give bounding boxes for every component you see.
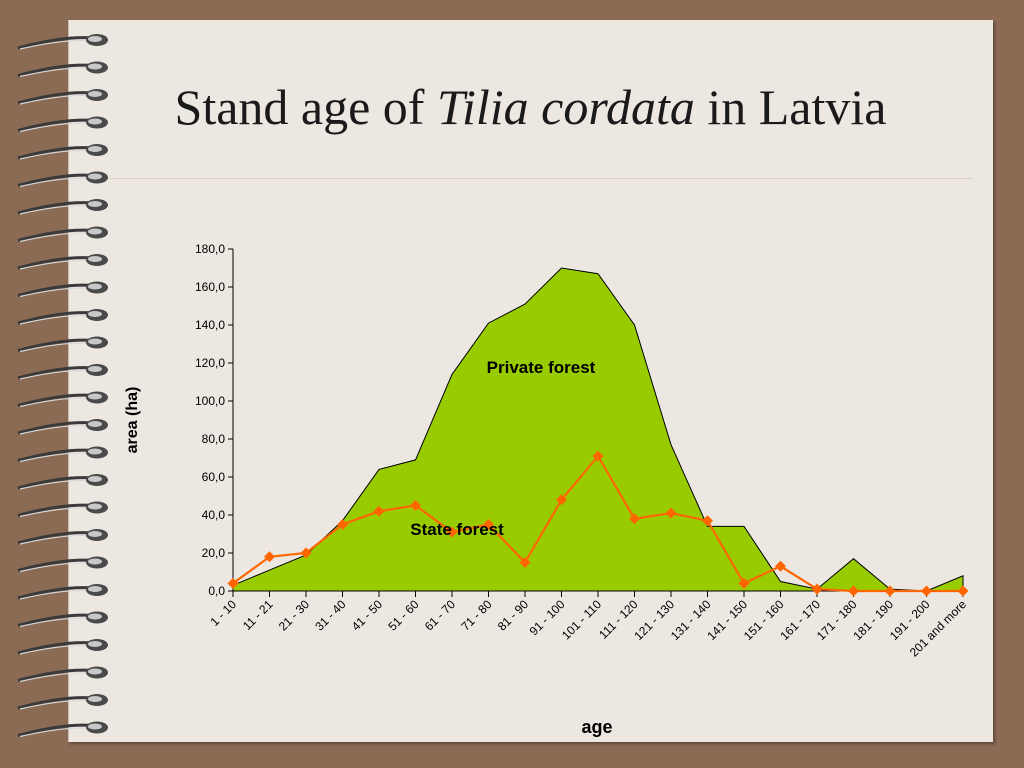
x-tick-label: 11 - 21 — [240, 597, 276, 633]
state-forest-point — [227, 577, 239, 589]
series — [227, 267, 969, 597]
y-tick-label: 140,0 — [195, 318, 225, 332]
x-tick-label: 1 - 10 — [208, 597, 240, 629]
slide-paper: Stand age of Tilia cordata in Latvia — [68, 20, 993, 742]
series-label-state-forest: State forest — [410, 520, 504, 539]
title-prefix: Stand age of — [174, 79, 437, 135]
x-axis: 1 - 10 11 - 21 21 - 30 31 - 40 41 - 50 51 - 6… — [208, 590, 969, 659]
x-tick-label: 71 - 80 — [458, 597, 495, 634]
y-tick-label: 40,0 — [202, 508, 226, 522]
binding-ring — [17, 639, 108, 655]
x-tick-label: 41 - 50 — [349, 597, 386, 634]
binding-ring — [17, 34, 108, 50]
x-tick-label: 101 - 110 — [559, 597, 604, 642]
binding-ring — [17, 391, 108, 408]
x-tick-label: 61 - 70 — [422, 597, 459, 634]
state-forest-point — [884, 585, 896, 597]
spiral-binding — [17, 34, 108, 738]
binding-ring — [17, 529, 108, 545]
binding-ring — [17, 666, 108, 683]
state-forest-point — [483, 519, 494, 530]
title-suffix: in Latvia — [694, 79, 887, 135]
state-forest-point — [410, 500, 421, 511]
state-forest-point — [337, 519, 348, 530]
y-tick-label: 20,0 — [202, 546, 226, 560]
binding-ring — [17, 61, 108, 78]
slide-title: Stand age of Tilia cordata in Latvia — [68, 78, 993, 136]
y-tick-label: 180,0 — [195, 242, 225, 256]
binding-ring — [17, 281, 108, 298]
series-private-forest-area — [232, 267, 964, 592]
binding-ring — [17, 721, 108, 738]
paper-edge — [68, 20, 69, 742]
binding-ring — [17, 474, 108, 490]
state-forest-point — [775, 560, 786, 572]
binding-ring — [17, 364, 108, 380]
binding-ring — [17, 584, 108, 600]
state-forest-point — [446, 526, 458, 538]
state-forest-point — [264, 551, 275, 563]
x-tick-label: 21 - 30 — [276, 597, 313, 634]
binding-ring — [17, 89, 108, 105]
binding-ring — [17, 694, 108, 710]
state-forest-point — [702, 515, 713, 527]
y-axis-title: area (ha) — [124, 387, 141, 454]
y-tick-label: 0,0 — [208, 584, 225, 598]
binding-ring — [17, 116, 108, 133]
binding-ring — [17, 226, 108, 243]
y-tick-label: 60,0 — [202, 470, 226, 484]
state-forest-point — [519, 557, 531, 568]
state-forest-point — [592, 450, 604, 462]
title-divider — [88, 178, 973, 179]
binding-ring — [17, 556, 108, 573]
state-forest-point — [921, 585, 932, 597]
binding-ring — [17, 144, 108, 160]
y-tick-label: 80,0 — [202, 432, 226, 446]
y-tick-label: 120,0 — [195, 356, 225, 370]
binding-ring — [17, 446, 108, 463]
state-forest-point — [629, 513, 640, 525]
state-forest-point — [300, 547, 312, 559]
state-forest-point — [373, 505, 385, 517]
state-forest-point — [738, 577, 750, 589]
binding-ring — [17, 199, 108, 215]
x-axis-title: age — [581, 717, 612, 737]
y-tick-label: 100,0 — [195, 394, 225, 408]
state-forest-point — [556, 494, 567, 506]
title-species: Tilia cordata — [436, 79, 695, 135]
state-forest-point — [848, 585, 859, 597]
state-forest-point — [811, 583, 823, 595]
binding-ring — [17, 501, 108, 518]
state-forest-point — [957, 585, 969, 597]
binding-ring — [17, 611, 108, 628]
x-tick-label: 31 - 40 — [312, 597, 349, 634]
binding-ring — [17, 419, 108, 435]
x-tick-label: 51 - 60 — [385, 597, 422, 634]
y-axis: 0,0 20,0 40,0 60,0 80,0 100,0 120,0 140,0 160,0 1… — [195, 242, 234, 598]
binding-ring — [17, 254, 108, 270]
state-forest-point — [665, 507, 677, 519]
binding-ring — [17, 171, 108, 188]
binding-ring — [17, 309, 108, 325]
y-tick-label: 160,0 — [195, 280, 225, 294]
series-label-private-forest: Private forest — [487, 358, 596, 377]
binding-ring — [17, 336, 108, 353]
